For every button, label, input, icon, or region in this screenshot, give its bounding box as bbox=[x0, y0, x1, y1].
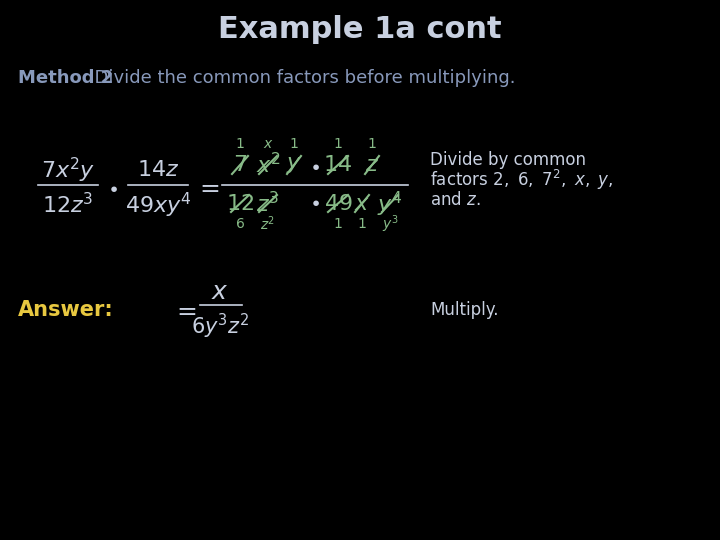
Text: $\bullet$: $\bullet$ bbox=[309, 192, 320, 212]
Text: $x^{2}$: $x^{2}$ bbox=[256, 152, 281, 178]
Text: Method 2: Method 2 bbox=[18, 69, 113, 87]
Text: $12$: $12$ bbox=[226, 194, 254, 214]
Text: $49xy^{4}$: $49xy^{4}$ bbox=[125, 191, 192, 220]
Text: $1$: $1$ bbox=[235, 137, 245, 151]
Text: $z^{2}$: $z^{2}$ bbox=[261, 215, 276, 233]
Text: and $z$.: and $z$. bbox=[430, 191, 481, 209]
Text: $7$: $7$ bbox=[233, 155, 247, 175]
Text: $1$: $1$ bbox=[289, 137, 299, 151]
Text: $y$: $y$ bbox=[286, 155, 302, 175]
Text: Example 1a cont: Example 1a cont bbox=[218, 16, 502, 44]
Text: $\bullet$: $\bullet$ bbox=[107, 178, 117, 197]
Text: $1$: $1$ bbox=[333, 217, 343, 231]
Text: $\bullet$: $\bullet$ bbox=[309, 156, 320, 174]
Text: $6$: $6$ bbox=[235, 217, 245, 231]
Text: Divide the common factors before multiplying.: Divide the common factors before multipl… bbox=[83, 69, 516, 87]
Text: $1$: $1$ bbox=[357, 217, 366, 231]
Text: $x$: $x$ bbox=[263, 137, 274, 151]
Text: factors $2,\ 6,\ 7^{2},\ x,\ y,$: factors $2,\ 6,\ 7^{2},\ x,\ y,$ bbox=[430, 168, 613, 192]
Text: $=$: $=$ bbox=[172, 298, 197, 322]
Text: $=$: $=$ bbox=[195, 175, 220, 199]
Text: $z^{3}$: $z^{3}$ bbox=[256, 191, 279, 217]
Text: $x$: $x$ bbox=[211, 280, 229, 304]
Text: Multiply.: Multiply. bbox=[430, 301, 498, 319]
Text: Answer:: Answer: bbox=[18, 300, 114, 320]
Text: $49$: $49$ bbox=[324, 194, 352, 214]
Text: $y^{3}$: $y^{3}$ bbox=[382, 213, 398, 235]
Text: $14$: $14$ bbox=[323, 155, 353, 175]
Text: $y^{4}$: $y^{4}$ bbox=[377, 190, 402, 219]
Text: $x$: $x$ bbox=[354, 194, 370, 214]
Text: $12z^{3}$: $12z^{3}$ bbox=[42, 192, 94, 218]
Text: $6y^{3}z^{2}$: $6y^{3}z^{2}$ bbox=[191, 312, 249, 341]
Text: $1$: $1$ bbox=[367, 137, 377, 151]
Text: $z$: $z$ bbox=[365, 155, 379, 175]
Text: $1$: $1$ bbox=[333, 137, 343, 151]
Text: $14z$: $14z$ bbox=[137, 160, 179, 180]
Text: $7x^{2}y$: $7x^{2}y$ bbox=[41, 156, 95, 185]
Text: Divide by common: Divide by common bbox=[430, 151, 586, 169]
